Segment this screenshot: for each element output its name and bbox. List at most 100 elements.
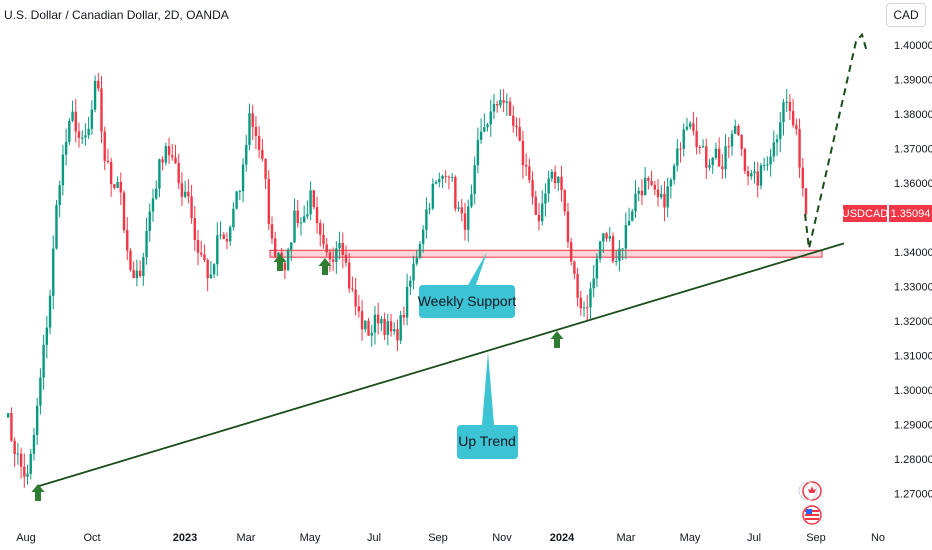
candle bbox=[283, 260, 287, 280]
candle-body bbox=[277, 252, 280, 257]
candle bbox=[782, 98, 785, 136]
candle bbox=[389, 314, 393, 337]
candle-body bbox=[174, 157, 177, 164]
candle-body bbox=[7, 413, 10, 418]
candle bbox=[164, 142, 168, 166]
candle bbox=[717, 137, 721, 167]
candle bbox=[238, 189, 242, 201]
candle bbox=[798, 118, 801, 178]
candle bbox=[650, 170, 653, 187]
candle-body bbox=[357, 306, 361, 312]
candle-body bbox=[615, 260, 618, 262]
candle-body bbox=[32, 434, 36, 454]
candle bbox=[286, 247, 290, 271]
candle-body bbox=[666, 186, 669, 208]
candle bbox=[489, 99, 492, 137]
y-tick-label: 1.30000 bbox=[894, 385, 932, 397]
candle-body bbox=[537, 214, 541, 222]
candle-body bbox=[499, 100, 502, 106]
candle-body bbox=[132, 270, 135, 279]
candle-body bbox=[447, 176, 451, 178]
candle bbox=[393, 322, 396, 335]
candle-body bbox=[309, 190, 312, 215]
candle bbox=[775, 134, 779, 156]
us-flag-icon[interactable] bbox=[802, 505, 822, 525]
candle-body bbox=[576, 273, 579, 298]
candle-body bbox=[598, 241, 602, 259]
candle-body bbox=[290, 242, 293, 250]
candle-body bbox=[405, 286, 409, 318]
trend-line bbox=[36, 242, 845, 488]
x-axis[interactable]: Aug Oct 2023 Mar May Jul Sep Nov 2024 Mar May Jul Se… bbox=[16, 532, 885, 544]
candle bbox=[386, 313, 390, 346]
up-trend-bubble bbox=[457, 352, 518, 459]
candle-body bbox=[351, 288, 354, 290]
candle-body bbox=[119, 181, 123, 193]
candle bbox=[492, 94, 496, 120]
candle-body bbox=[145, 230, 148, 258]
candle bbox=[219, 221, 222, 240]
candle-body bbox=[505, 101, 509, 103]
candle bbox=[222, 231, 225, 240]
candle bbox=[524, 153, 528, 176]
y-tick-label: 1.40000 bbox=[894, 40, 932, 52]
candle-body bbox=[714, 148, 718, 158]
candle-body bbox=[470, 194, 473, 207]
candle bbox=[376, 302, 380, 335]
candle-body bbox=[360, 311, 364, 330]
y-axis[interactable]: 1.400001.390001.380001.370001.360001.350… bbox=[894, 40, 932, 501]
candle bbox=[293, 198, 296, 243]
candle-body bbox=[737, 125, 740, 135]
y-tick-label: 1.31000 bbox=[894, 351, 932, 363]
canada-flag-icon[interactable] bbox=[798, 481, 822, 501]
candle bbox=[631, 208, 634, 222]
x-tick-label: Nov bbox=[492, 532, 512, 544]
candle-body bbox=[10, 413, 13, 441]
weekly-support-zone bbox=[269, 249, 823, 258]
flag-icons[interactable] bbox=[798, 478, 826, 528]
x-tick-label: Oct bbox=[83, 532, 100, 544]
candle-body bbox=[193, 217, 196, 241]
candle-body bbox=[109, 162, 113, 185]
candle-body bbox=[779, 122, 782, 140]
candle bbox=[148, 203, 151, 242]
candle bbox=[566, 202, 570, 248]
candle bbox=[245, 134, 248, 172]
candle bbox=[32, 428, 36, 461]
candle-body bbox=[524, 165, 528, 167]
candle-body bbox=[16, 453, 20, 455]
candle bbox=[396, 319, 399, 352]
candle bbox=[730, 130, 734, 156]
candle-body bbox=[463, 213, 467, 230]
candle bbox=[251, 104, 254, 141]
candle-body bbox=[605, 233, 608, 239]
candle-body bbox=[611, 236, 615, 262]
candle-body bbox=[222, 234, 225, 239]
candle bbox=[113, 184, 116, 190]
candle-body bbox=[756, 171, 759, 186]
candle bbox=[109, 157, 113, 197]
candle-body bbox=[547, 178, 550, 194]
candle-body bbox=[788, 101, 792, 111]
candle bbox=[190, 185, 193, 224]
candle bbox=[425, 197, 428, 239]
candle-body bbox=[196, 240, 200, 253]
candle bbox=[228, 225, 232, 246]
candle bbox=[521, 131, 525, 179]
candle-body bbox=[103, 131, 106, 161]
candle-body bbox=[364, 320, 367, 330]
candle bbox=[132, 261, 135, 279]
candle-body bbox=[116, 181, 119, 188]
candle-body bbox=[476, 139, 480, 166]
candle-body bbox=[441, 175, 444, 180]
currency-button[interactable]: CAD bbox=[886, 3, 926, 27]
candle-body bbox=[187, 191, 190, 197]
candle-body bbox=[602, 233, 605, 242]
candle bbox=[518, 117, 521, 142]
candle-body bbox=[766, 164, 769, 166]
candle bbox=[447, 175, 451, 190]
candle-body bbox=[721, 166, 724, 170]
candle bbox=[669, 177, 673, 199]
candle-body bbox=[376, 314, 380, 324]
